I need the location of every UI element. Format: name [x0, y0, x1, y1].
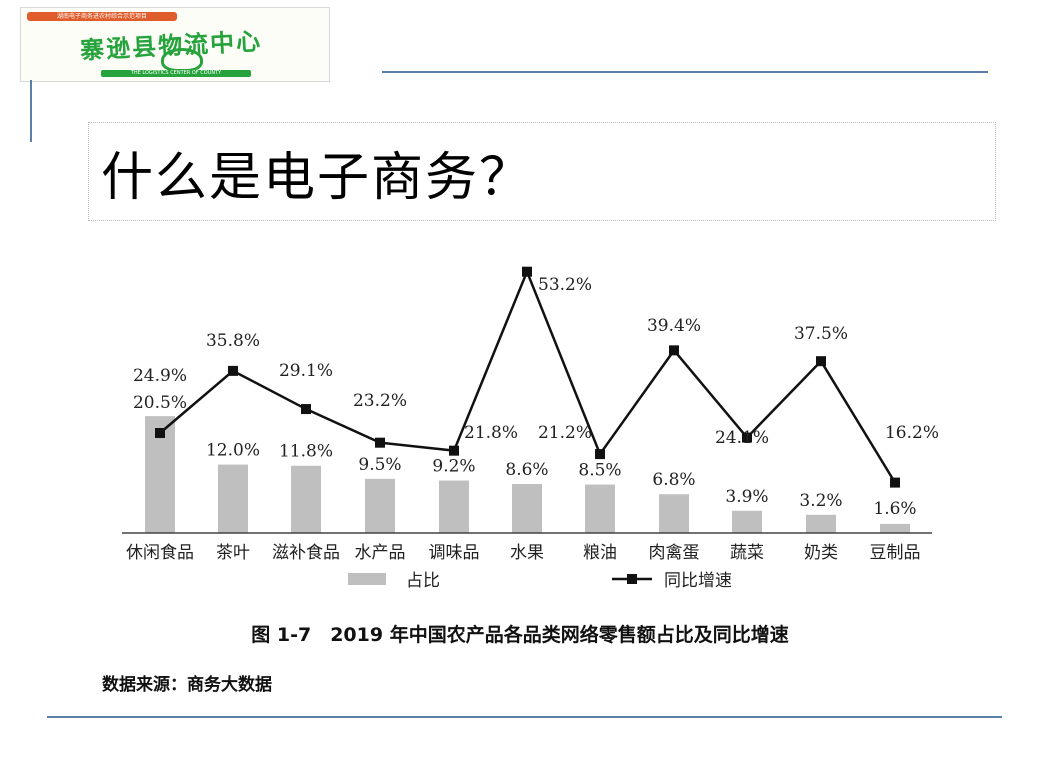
x-tick-label: 调味品 — [429, 543, 480, 563]
logo-top-text: 湖南电子商务进农村综合示范项目 — [27, 12, 177, 21]
bar — [880, 523, 910, 533]
bar-data-label: 1.6% — [873, 499, 916, 519]
left-accent-line — [30, 80, 32, 142]
x-tick-label: 水产品 — [355, 543, 406, 563]
figure-caption: 图 1-7 2019 年中国农产品各品类网络零售额占比及同比增速 — [251, 624, 789, 646]
line-data-label: 35.8% — [206, 331, 260, 351]
growth-marker — [595, 449, 605, 460]
bar-data-label: 8.5% — [578, 461, 621, 481]
header-divider — [382, 71, 988, 73]
x-tick-label: 休闲食品 — [126, 543, 194, 563]
title-box: 什么是电子商务？ — [88, 122, 996, 221]
growth-marker — [228, 365, 238, 376]
slide-title: 什么是电子商务？ — [101, 148, 534, 208]
bar-data-label: 9.2% — [432, 457, 475, 477]
growth-marker — [816, 356, 826, 367]
bar — [439, 480, 469, 533]
bar — [365, 478, 395, 533]
chart: 20.5% 12.0% 11.8% 9.5% 9.2% 8.6% 8.5% 6.8% 3.9% 3… — [122, 266, 939, 591]
line-data-label: 39.4% — [647, 316, 701, 336]
line-data-label: 23.2% — [353, 391, 407, 411]
growth-marker — [669, 345, 679, 356]
logo-sub-text: THE LOGISTICS CENTER OF COUNTY — [101, 70, 251, 77]
bar — [806, 514, 836, 533]
logo: 湖南电子商务进农村综合示范项目 寨逊县物流中心 THE LOGISTICS CE… — [20, 7, 330, 82]
bar-data-label: 6.8% — [652, 470, 695, 490]
line-data-label: 16.2% — [885, 423, 939, 443]
bar-data-label: 20.5% — [133, 393, 187, 413]
legend-bar-label: 占比 — [406, 571, 440, 591]
bar — [732, 510, 762, 533]
x-tick-label: 滋补食品 — [272, 543, 340, 563]
x-tick-label: 豆制品 — [870, 543, 921, 563]
line-data-label: 21.8% — [464, 423, 518, 443]
legend-line-label: 同比增速 — [664, 571, 732, 591]
bar-data-label: 3.9% — [725, 487, 768, 507]
bar — [659, 494, 689, 533]
bar-data-label: 3.2% — [799, 491, 842, 511]
bar — [585, 484, 615, 533]
line-data-label: 21.2% — [538, 423, 592, 443]
growth-marker — [375, 437, 385, 448]
growth-line — [159, 268, 897, 484]
growth-marker — [449, 445, 459, 456]
figure-source: 数据来源：商务大数据 — [102, 675, 272, 695]
growth-marker — [522, 266, 532, 277]
growth-marker — [301, 404, 311, 415]
bar — [218, 464, 248, 533]
x-tick-label: 茶叶 — [216, 543, 250, 563]
bar-data-label: 11.8% — [279, 442, 333, 462]
x-tick-label: 蔬菜 — [730, 543, 764, 563]
line-data-label: 53.2% — [538, 275, 592, 295]
line-data-label: 29.1% — [279, 361, 333, 381]
x-tick-label: 肉禽蛋 — [649, 543, 700, 563]
growth-marker — [155, 428, 165, 438]
growth-marker — [890, 477, 900, 488]
line-data-label: 24.9% — [133, 366, 187, 386]
bar-data-label: 8.6% — [505, 460, 548, 480]
x-tick-label: 奶类 — [804, 543, 838, 563]
bar-data-label: 12.0% — [206, 441, 260, 461]
bar-data-label: 9.5% — [358, 455, 401, 475]
x-tick-label: 水果 — [510, 543, 544, 563]
bar — [512, 483, 542, 533]
footer-divider — [47, 716, 1002, 718]
line-data-label: 37.5% — [794, 324, 848, 344]
x-tick-label: 粮油 — [583, 543, 617, 563]
legend-bar-swatch — [348, 573, 386, 585]
growth-marker — [742, 432, 752, 443]
bar — [291, 465, 321, 533]
line-data-label: 24.1% — [715, 428, 769, 448]
legend-line-marker — [627, 574, 637, 584]
